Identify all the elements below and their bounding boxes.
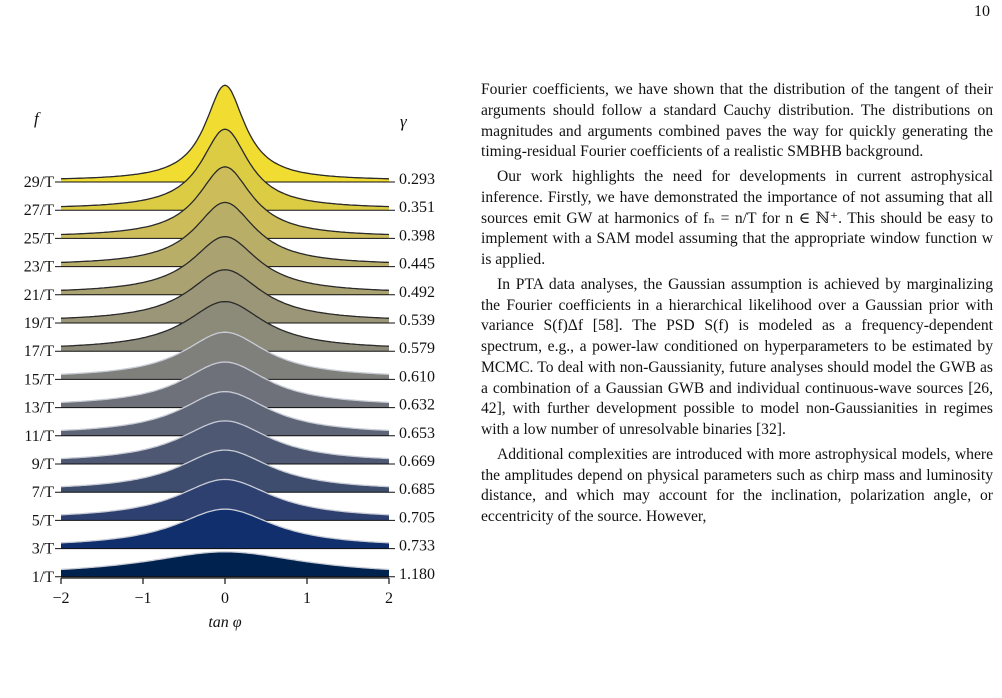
- row-labels-group: 29/T 0.293 27/T 0.351 25/T 0.398 23/T 0.445 21/T…: [24, 171, 435, 586]
- cauchy-fit-curve: [60, 551, 390, 571]
- cauchy-fit-curve: [60, 235, 390, 291]
- gamma-label: 0.733: [399, 538, 435, 555]
- frequency-label: 5/T: [32, 512, 54, 529]
- ridge-fill: [61, 269, 389, 323]
- x-axis-title: tan φ: [208, 614, 241, 631]
- ridge-fill: [61, 362, 389, 408]
- page-number: 10: [974, 3, 990, 20]
- gamma-axis-label: γ: [400, 112, 408, 131]
- ridge-3-T: [55, 508, 395, 550]
- body-text-column: Fourier coefficients, we have shown that…: [481, 80, 993, 532]
- ridge-fill: [61, 236, 389, 295]
- cauchy-fit-curve: [60, 478, 390, 516]
- gamma-label: 0.351: [399, 199, 435, 216]
- gamma-label: 0.610: [399, 368, 435, 385]
- gamma-label: 0.398: [399, 227, 435, 244]
- frequency-label: 21/T: [24, 287, 54, 304]
- cauchy-fit-curve: [60, 128, 390, 208]
- x-tick-label: 2: [385, 590, 393, 607]
- x-tick-label: −2: [52, 590, 69, 607]
- ridge-fill: [61, 450, 389, 493]
- paragraph: Fourier coefficients, we have shown that…: [481, 81, 993, 161]
- ridge-1-T: [55, 551, 395, 578]
- ridge-fill: [61, 202, 389, 267]
- frequency-label: 17/T: [24, 343, 54, 360]
- cauchy-fit-curve: [60, 331, 390, 375]
- ridgeline-chart: −2 −1 0 1 2 29/T 0.293 27/T 0.351 25/T 0.398 23/T 0…: [24, 84, 435, 631]
- paragraph: Additional complexities are introduced w…: [481, 445, 993, 525]
- frequency-label: 27/T: [24, 202, 54, 219]
- ridge-fill: [61, 332, 389, 380]
- frequency-label: 7/T: [32, 484, 54, 501]
- frequency-label: 9/T: [32, 456, 54, 473]
- frequency-label: 1/T: [32, 569, 54, 586]
- gamma-label: 0.653: [399, 425, 435, 442]
- frequency-label: 11/T: [24, 428, 54, 445]
- frequency-label: 23/T: [24, 259, 54, 276]
- x-tick-label: 1: [303, 590, 311, 607]
- frequency-label: 29/T: [24, 174, 54, 191]
- cauchy-fit-curve: [60, 420, 390, 460]
- cauchy-fit-curve: [60, 300, 390, 347]
- gamma-label: 0.539: [399, 312, 435, 329]
- gamma-label: 0.492: [399, 284, 435, 301]
- cauchy-fit-curve: [60, 166, 390, 236]
- gamma-label: 0.669: [399, 453, 435, 470]
- ridge-fill: [61, 391, 389, 436]
- cauchy-fit-curve: [60, 84, 390, 180]
- ridge-fill: [61, 479, 389, 521]
- cauchy-fit-curve: [60, 201, 390, 264]
- ridges-group: [55, 84, 395, 578]
- ridge-fill: [61, 301, 389, 352]
- frequency-label: 3/T: [32, 541, 54, 558]
- paragraph: Our work highlights the need for develop…: [481, 168, 993, 268]
- frequency-label: 15/T: [24, 371, 54, 388]
- gamma-label: 0.579: [399, 340, 435, 357]
- x-tick-label: −1: [134, 590, 151, 607]
- frequency-label: 19/T: [24, 315, 54, 332]
- cauchy-fit-curve: [60, 508, 390, 544]
- gamma-label: 1.180: [399, 566, 435, 583]
- gamma-label: 0.705: [399, 509, 435, 526]
- frequency-label: 13/T: [24, 400, 54, 417]
- gamma-label: 0.293: [399, 171, 435, 188]
- ridge-fill: [61, 509, 389, 549]
- ridge-fill: [61, 551, 389, 577]
- ridgeline-figure: −2 −1 0 1 2 29/T 0.293 27/T 0.351 25/T 0.398 23/T 0…: [0, 0, 470, 698]
- gamma-label: 0.685: [399, 481, 435, 498]
- x-ticks-group: −2 −1 0 1 2: [52, 578, 393, 607]
- gamma-label: 0.632: [399, 397, 435, 414]
- cauchy-fit-curve: [61, 269, 389, 319]
- cauchy-fit-curve: [61, 361, 389, 403]
- cauchy-fit-curve: [60, 391, 390, 432]
- f-axis-label: f: [34, 109, 41, 128]
- gamma-label: 0.445: [399, 256, 435, 273]
- ridge-fill: [61, 420, 389, 464]
- x-tick-label: 0: [221, 590, 229, 607]
- frequency-label: 25/T: [24, 230, 54, 247]
- cauchy-fit-curve: [60, 449, 390, 488]
- paragraph: In PTA data analyses, the Gaussian assum…: [481, 275, 993, 438]
